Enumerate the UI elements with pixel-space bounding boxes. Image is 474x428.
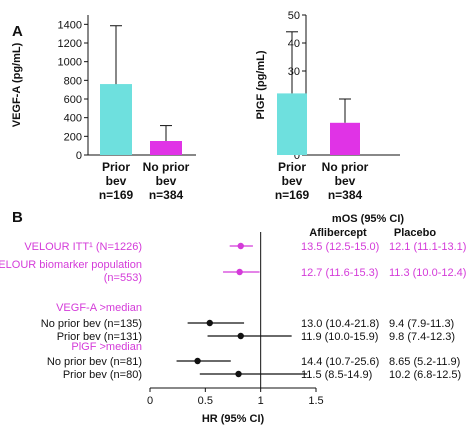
charta-ytick-label: 0	[76, 150, 82, 162]
chartb-bar	[277, 93, 307, 155]
charta-ytick-label: 1000	[58, 57, 82, 69]
forest-xtick-label: 1.5	[308, 395, 323, 407]
charta-category-n: n=169	[99, 188, 134, 202]
forest-row-label: No prior bev (n=135)	[41, 318, 142, 330]
forest-placebo-value: 12.1 (11.1-13.1)	[389, 241, 466, 253]
chartb-category-label: bev	[282, 174, 303, 188]
charta-ylabel: VEGF-A (pg/mL)	[11, 42, 23, 127]
chartb-category-label: Prior	[278, 160, 306, 174]
forest-xtick-label: 0	[147, 395, 153, 407]
chartb-ytick-label: 0	[294, 150, 300, 162]
chartb-ylabel: PlGF (pg/mL)	[255, 50, 267, 119]
charta-ytick-label: 600	[64, 94, 82, 106]
forest-header-aflibercept: Aflibercept	[309, 227, 367, 239]
charta-category-label: No prior	[143, 160, 190, 174]
forest-row-label: VELOUR ITT¹ (N=1226)	[24, 241, 142, 253]
forest-row-label: Prior bev (n=80)	[63, 369, 142, 381]
chartb-category-label: bev	[335, 174, 356, 188]
forest-group-label: VEGF-A >median	[56, 302, 142, 314]
charta-ytick-label: 200	[64, 131, 82, 143]
charta-category-label: bev	[106, 174, 127, 188]
forest-point	[237, 332, 244, 340]
forest-point	[206, 319, 213, 327]
forest-point	[194, 357, 201, 365]
forest-placebo-value: 8.65 (5.2-11.9)	[389, 356, 460, 368]
chartb-category-n: n=384	[328, 188, 363, 202]
charta-bar	[150, 141, 182, 155]
chartb-bar	[330, 122, 360, 155]
forest-row-label: VELOUR biomarker population	[0, 259, 142, 271]
forest-placebo-value: 9.8 (7.4-12.3)	[389, 331, 455, 343]
forest-row-label: No prior bev (n=81)	[47, 356, 142, 368]
chartb-category-n: n=169	[275, 188, 310, 202]
forest-aflibercept-value: 13.0 (10.4-21.8)	[301, 318, 379, 330]
chartb-category-label: No prior	[322, 160, 369, 174]
forest-header-title: mOS (95% CI)	[332, 213, 404, 225]
charta-ytick-label: 1400	[58, 19, 82, 31]
forest-xtick-label: 1	[258, 395, 264, 407]
charta-ytick-label: 800	[64, 75, 82, 87]
forest-aflibercept-value: 12.7 (11.6-15.3)	[301, 267, 378, 279]
forest-aflibercept-value: 11.9 (10.0-15.9)	[301, 331, 378, 343]
forest-group-label: PlGF >median	[71, 341, 142, 353]
forest-header-placebo: Placebo	[394, 227, 436, 239]
vegf-bar-chart: 0 200 400 600 800 1000 1200 1400 VEGF-A (pg/mL) P…	[11, 15, 196, 202]
forest-aflibercept-value: 14.4 (10.7-25.6)	[301, 356, 379, 368]
forest-point	[235, 370, 242, 378]
charta-category-label: bev	[156, 174, 177, 188]
charta-category-n: n=384	[149, 188, 184, 202]
forest-xlabel: HR (95% CI)	[202, 413, 265, 425]
chartb-ytick-label: 50	[288, 10, 300, 22]
charta-ytick-label: 400	[64, 113, 82, 125]
forest-placebo-value: 11.3 (10.0-12.4)	[389, 267, 466, 279]
panel-label-b: B	[12, 209, 23, 226]
charta-category-label: Prior	[102, 160, 130, 174]
panel-label-a: A	[12, 23, 23, 40]
forest-point	[236, 268, 243, 276]
forest-point	[237, 242, 244, 250]
charta-ytick-label: 1200	[58, 38, 82, 50]
forest-aflibercept-value: 11.5 (8.5-14.9)	[301, 369, 372, 381]
chartb-ytick-label: 40	[288, 38, 300, 50]
forest-plot: mOS (95% CI) Aflibercept Placebo VELOUR ITT…	[0, 213, 466, 425]
forest-row-label: (n=553)	[104, 272, 142, 284]
chartb-ytick-label: 30	[288, 66, 300, 78]
forest-placebo-value: 10.2 (6.8-12.5)	[389, 369, 461, 381]
forest-xtick-label: 0.5	[198, 395, 213, 407]
forest-row-label: Prior bev (n=131)	[57, 331, 142, 343]
forest-placebo-value: 9.4 (7.9-11.3)	[389, 318, 454, 330]
charta-bar	[100, 84, 132, 155]
forest-aflibercept-value: 13.5 (12.5-15.0)	[301, 241, 379, 253]
